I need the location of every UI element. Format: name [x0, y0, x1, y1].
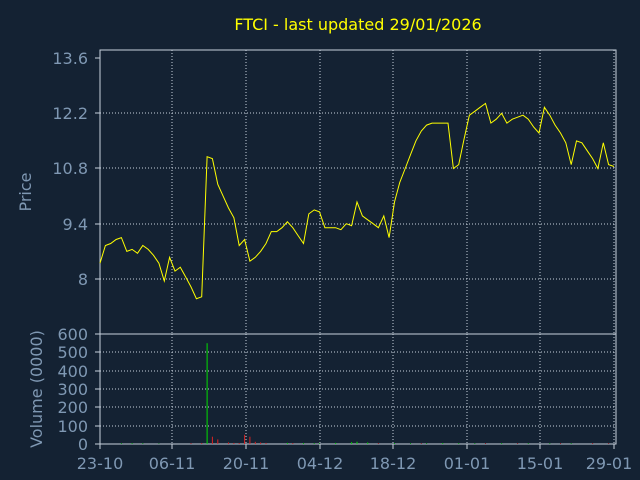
price-tick-label: 12.2: [52, 104, 88, 123]
price-axis-label: Price: [16, 172, 35, 211]
x-tick-label: 06-11: [149, 454, 196, 473]
volume-tick-label: 300: [57, 380, 88, 399]
price-panel: 13.6 12.2 10.8 9.4 8 Price: [16, 49, 617, 335]
x-tick-label: 18-12: [370, 454, 417, 473]
price-panel-frame: [99, 49, 617, 335]
price-tick-label: 8: [78, 270, 88, 289]
price-line: [99, 102, 615, 300]
volume-tick-label: 100: [57, 417, 88, 436]
price-tick-label: 10.8: [52, 159, 88, 178]
x-tick-label: 29-01: [586, 454, 633, 473]
volume-tick-label: 200: [57, 398, 88, 417]
volume-tick-label: 600: [57, 325, 88, 344]
price-grid: [99, 50, 616, 334]
volume-tick-label: 0: [78, 435, 88, 454]
chart-title: FTCI - last updated 29/01/2026: [234, 15, 481, 34]
x-tick-label: 15-01: [517, 454, 564, 473]
volume-bars: [120, 343, 610, 444]
volume-axis-label: Volume (0000): [27, 330, 46, 448]
price-tick-label: 13.6: [52, 49, 88, 68]
x-ticks: 23-10 06-11 20-11 04-12 18-12 01-01 15-01 29-01: [77, 444, 633, 473]
x-tick-label: 23-10: [77, 454, 124, 473]
volume-grid: [99, 334, 616, 444]
price-tick-label: 9.4: [63, 215, 88, 234]
x-tick-label: 20-11: [223, 454, 270, 473]
volume-tick-label: 500: [57, 343, 88, 362]
x-tick-label: 01-01: [444, 454, 491, 473]
x-tick-label: 04-12: [297, 454, 344, 473]
price-y-ticks: 13.6 12.2 10.8 9.4 8: [52, 49, 100, 289]
volume-tick-label: 400: [57, 362, 88, 381]
